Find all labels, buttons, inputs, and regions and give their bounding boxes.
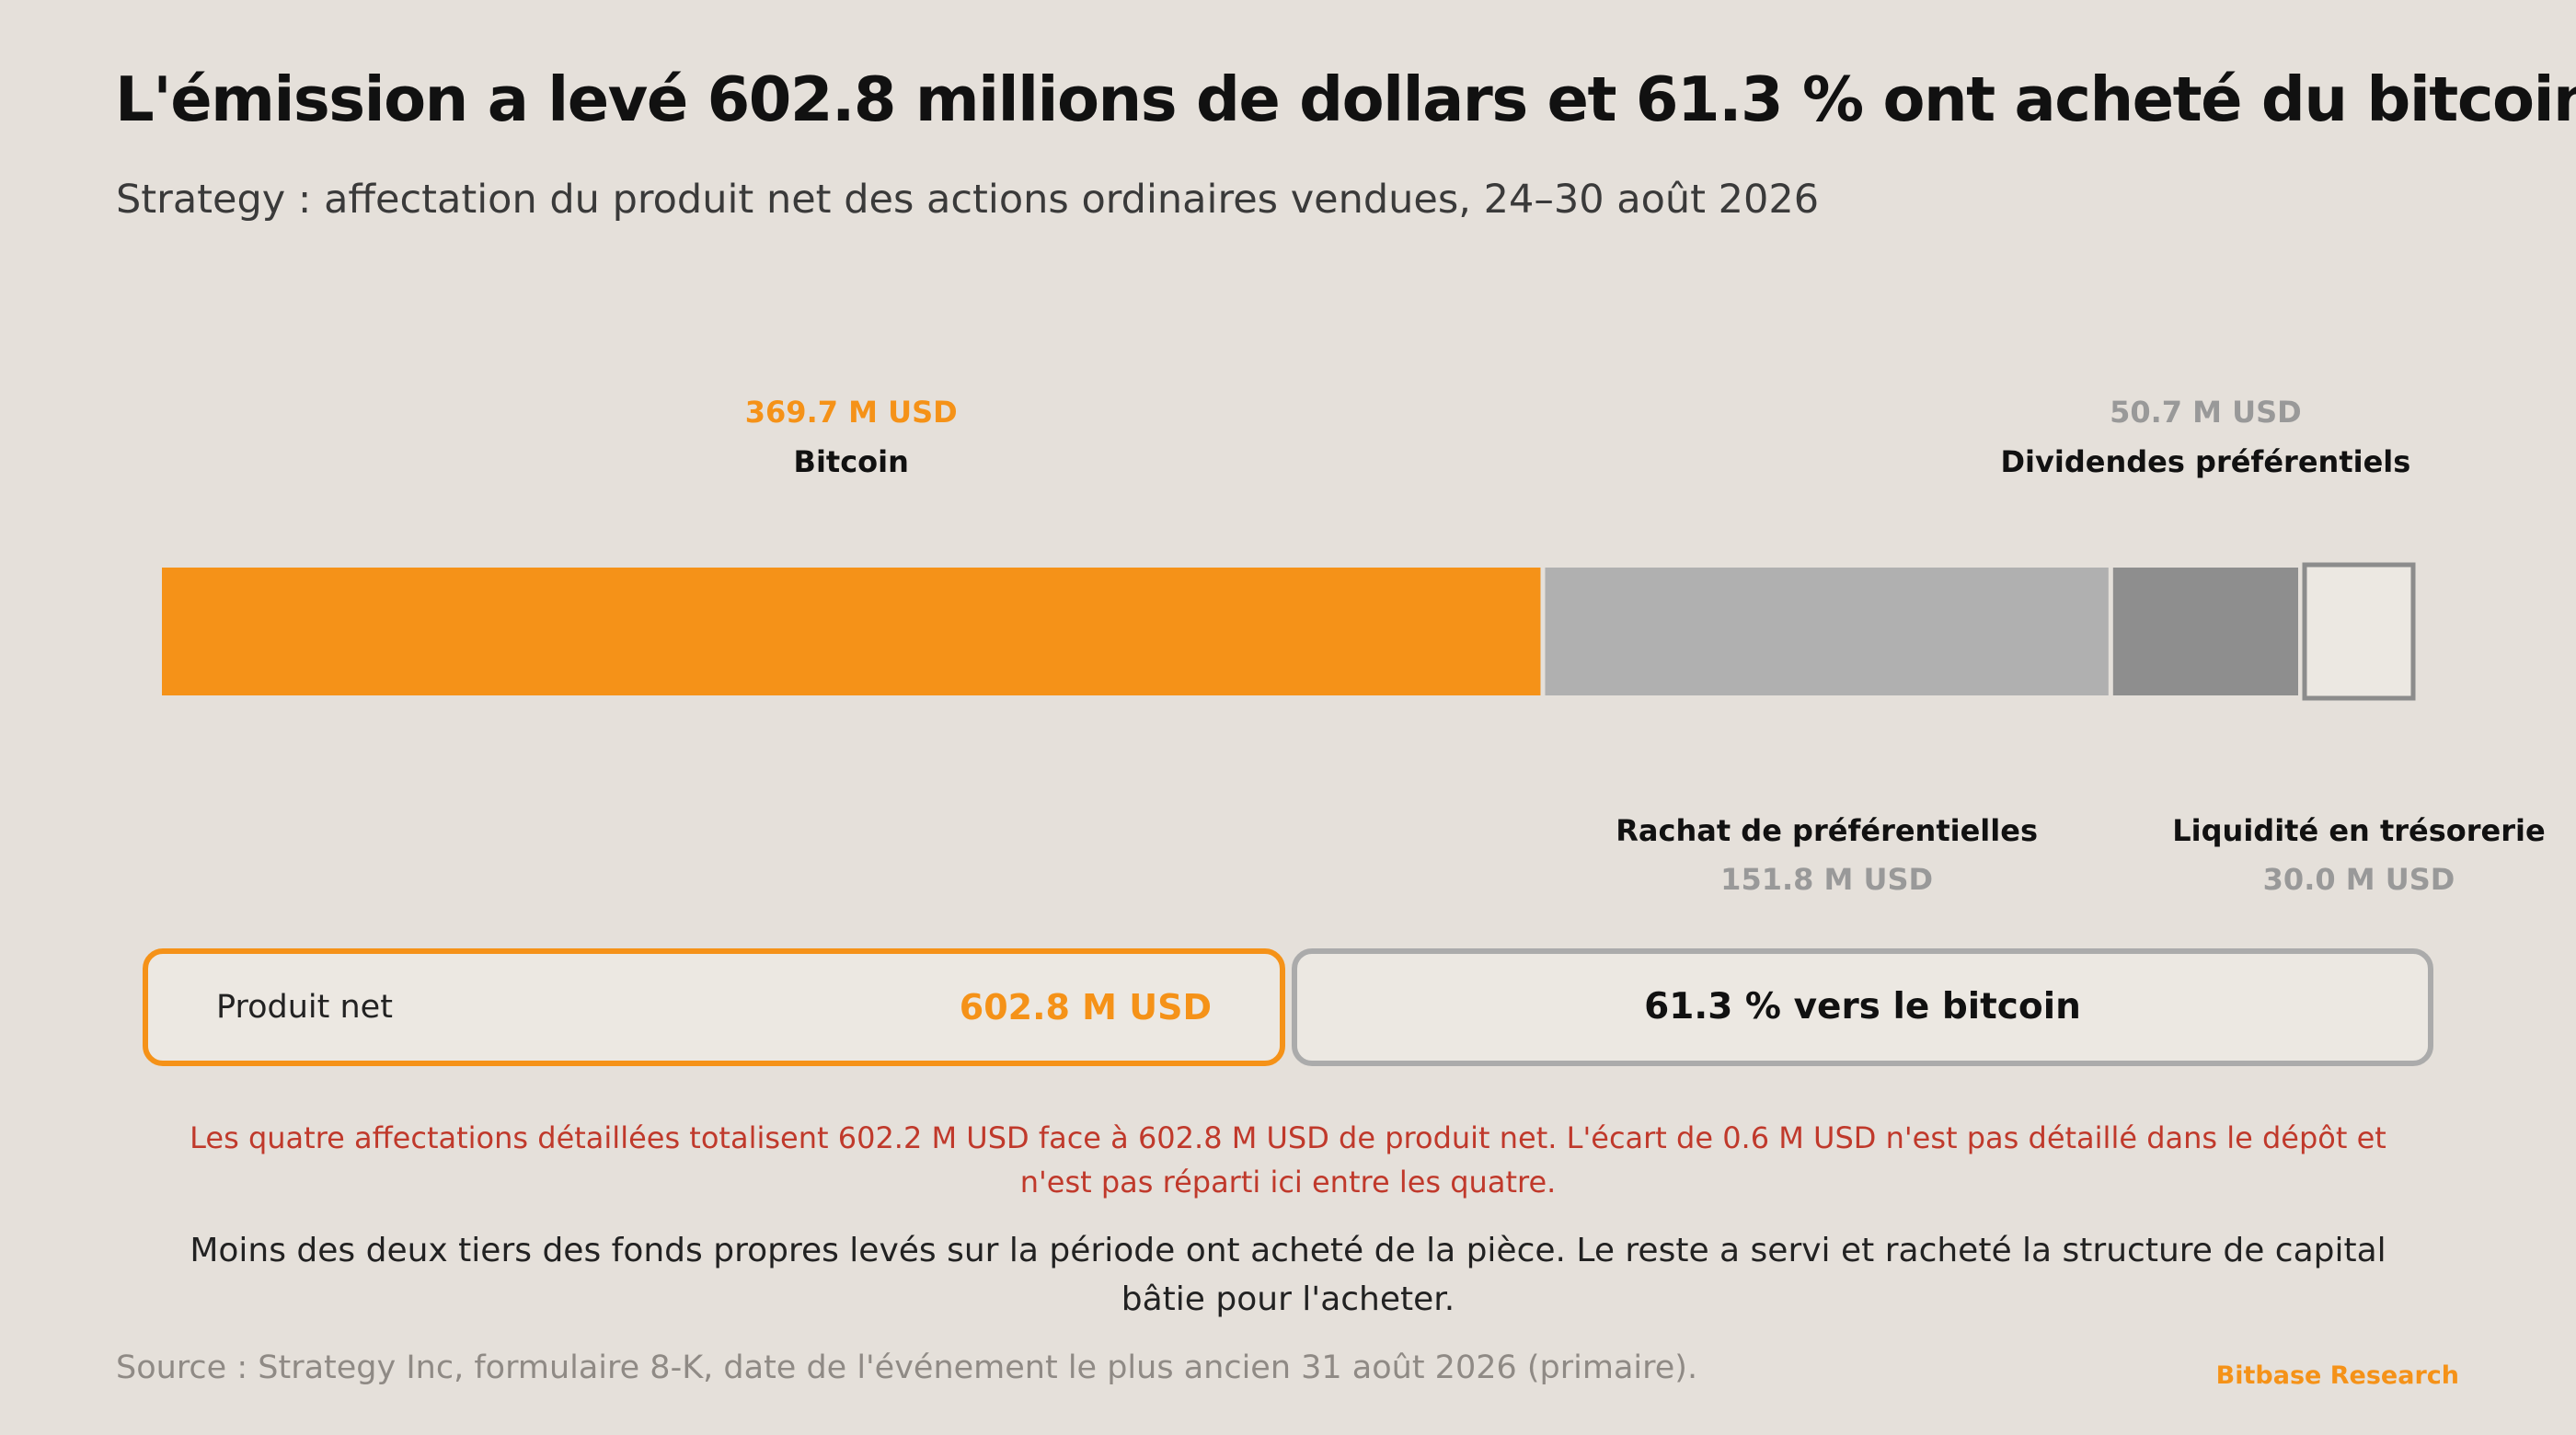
bitcoin-share-text: 61.3 % vers le bitcoin <box>1644 986 2081 1027</box>
net-proceeds-label: Produit net <box>216 989 393 1026</box>
value-label-bitcoin: 369.7 M USD <box>745 395 958 430</box>
bitcoin-share-box: 61.3 % vers le bitcoin <box>1292 948 2433 1066</box>
bar-segment-bitcoin <box>162 568 1541 695</box>
stacked-bar-chart: 369.7 M USD Bitcoin 151.8 M USD Rachat de p… <box>162 395 2546 897</box>
bar-segment-rachat-de-preferentielles <box>1545 568 2109 695</box>
category-label-bitcoin: Bitcoin <box>794 444 909 479</box>
net-proceeds-value: 602.8 M USD <box>959 987 1212 1027</box>
page-subtitle: Strategy : affectation du produit net de… <box>116 177 1820 223</box>
page-title: L'émission a levé 602.8 millions de doll… <box>115 63 2576 135</box>
value-label-dividendes-preferentiels: 50.7 M USD <box>2110 395 2302 430</box>
category-label-rachat-de-preferentielles: Rachat de préférentielles <box>1616 813 2038 848</box>
value-label-liquidite-en-tresorerie: 30.0 M USD <box>2263 862 2455 897</box>
value-label-rachat-de-preferentielles: 151.8 M USD <box>1720 862 1933 897</box>
net-proceeds-box: Produit net 602.8 M USD <box>143 948 1285 1066</box>
bar-segment-dividendes-preferentiels <box>2112 568 2298 695</box>
source-footnote: Source : Strategy Inc, formulaire 8-K, d… <box>116 1349 1698 1386</box>
reconciliation-note: Les quatre affectations détaillées total… <box>190 1120 2386 1200</box>
category-label-liquidite-en-tresorerie: Liquidité en trésorerie <box>2172 813 2545 848</box>
bar-segment-liquidite-en-tresorerie <box>2302 562 2416 701</box>
takeaway-text: Moins des deux tiers des fonds propres l… <box>190 1232 2386 1318</box>
brand-logo-text: Bitbase Research <box>2215 1361 2459 1390</box>
category-label-dividendes-preferentiels: Dividendes préférentiels <box>2000 444 2410 479</box>
